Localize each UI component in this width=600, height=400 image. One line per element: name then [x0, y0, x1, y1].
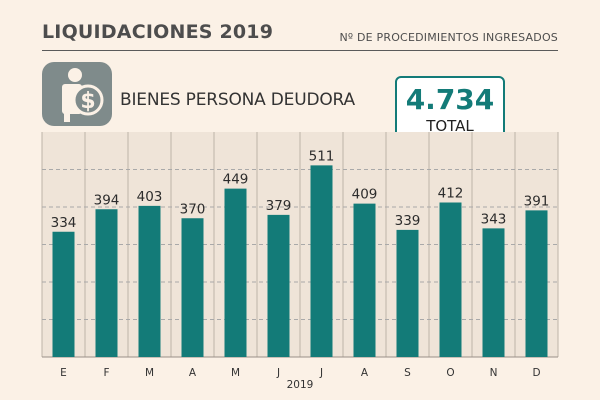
page-title: LIQUIDACIONES 2019 — [42, 21, 274, 43]
bar-6 — [267, 214, 290, 357]
x-tick-label: M — [145, 367, 154, 379]
bar-11 — [482, 228, 505, 357]
x-tick-label: J — [276, 367, 280, 379]
bar-3 — [138, 205, 161, 357]
x-tick-label: M — [231, 367, 240, 379]
header-divider — [42, 50, 558, 51]
x-axis-label: 2019 — [287, 379, 314, 391]
x-tick-label: D — [532, 367, 540, 379]
data-label: 370 — [180, 201, 206, 217]
bar-2 — [95, 209, 118, 357]
bar-7 — [310, 165, 333, 357]
data-label: 403 — [137, 189, 163, 205]
x-tick-label: J — [319, 367, 323, 379]
bar-4 — [181, 218, 204, 357]
bar-10 — [439, 202, 462, 357]
x-tick-label: F — [103, 367, 109, 379]
data-label: 409 — [352, 187, 378, 203]
bar-9 — [396, 229, 419, 357]
x-tick-label: A — [361, 367, 369, 379]
chart-subtitle: Nº DE PROCEDIMIENTOS INGRESADOS — [339, 31, 558, 44]
x-tick-label: N — [490, 367, 498, 379]
bar-12 — [525, 210, 548, 357]
x-tick-label: E — [60, 367, 67, 379]
data-label: 449 — [223, 172, 249, 188]
total-value: 4.734 — [405, 83, 495, 116]
x-tick-label: A — [189, 367, 197, 379]
data-label: 394 — [94, 192, 120, 208]
total-label: TOTAL — [426, 117, 474, 135]
data-label: 511 — [309, 148, 335, 164]
bar-8 — [353, 203, 376, 357]
person-dollar-icon: $ — [42, 62, 112, 126]
data-label: 334 — [51, 215, 77, 231]
data-label: 379 — [266, 198, 292, 214]
data-label: 412 — [438, 186, 464, 202]
x-tick-label: O — [446, 367, 454, 379]
x-tick-label: S — [404, 367, 411, 379]
data-label: 339 — [395, 213, 421, 229]
svg-text:$: $ — [80, 89, 95, 114]
bar-5 — [224, 188, 247, 357]
bar-1 — [52, 231, 75, 357]
data-label: 343 — [481, 211, 507, 227]
category-label: BIENES PERSONA DEUDORA — [120, 90, 355, 110]
data-label: 391 — [524, 193, 550, 209]
